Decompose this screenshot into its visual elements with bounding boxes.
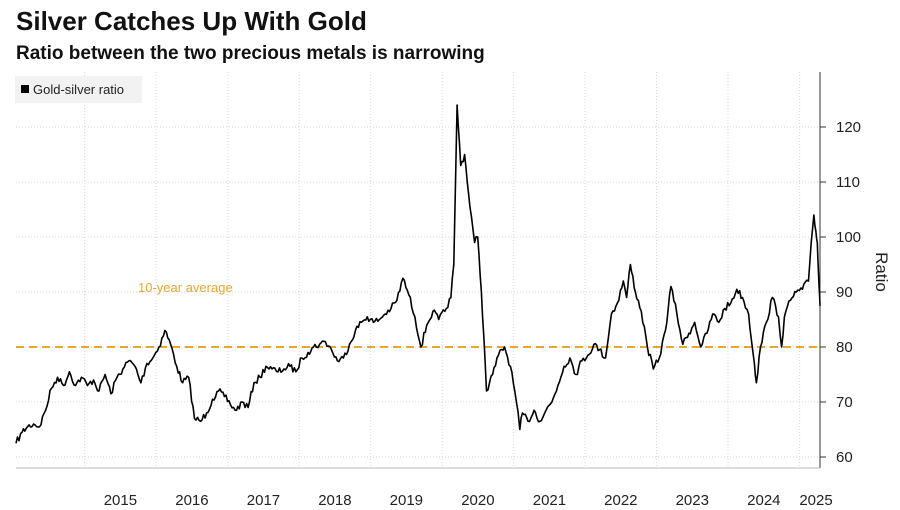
y-tick-label: 100 (836, 229, 861, 246)
legend-label: Gold-silver ratio (33, 82, 124, 97)
x-tick-label: 2025 (799, 492, 832, 509)
x-tick-label: 2019 (390, 492, 423, 509)
grid-lines (16, 72, 820, 468)
x-tick-label: 2021 (533, 492, 566, 509)
series-line-gold-silver-ratio (15, 104, 821, 444)
series-layer (15, 104, 821, 444)
x-tick-label: 2023 (676, 492, 709, 509)
x-tick-label: 2018 (318, 492, 351, 509)
x-tick-label: 2015 (104, 492, 137, 509)
y-axis: 60 70 80 90 100 110 120 (16, 72, 861, 469)
y-tick-label: 60 (836, 449, 853, 466)
legend: Gold-silver ratio (15, 76, 142, 103)
chart-subtitle: Ratio between the two precious metals is… (16, 43, 485, 64)
chart-title: Silver Catches Up With Gold (16, 6, 367, 36)
y-tick-label: 110 (836, 174, 860, 191)
y-tick-label: 90 (836, 284, 853, 301)
y-tick-label: 120 (836, 119, 861, 136)
y-axis-label: Ratio (872, 252, 891, 292)
x-tick-label: 2024 (747, 492, 780, 509)
x-tick-label: 2022 (604, 492, 637, 509)
reference-line-label: 10-year average (138, 280, 233, 295)
x-axis-ticks: 2015 2016 2017 2018 2019 2020 2021 2022 2023 2024… (104, 492, 833, 509)
x-tick-label: 2016 (175, 492, 208, 509)
legend-swatch (21, 85, 29, 93)
x-tick-label: 2020 (461, 492, 494, 509)
y-tick-label: 80 (836, 339, 853, 356)
y-tick-label: 70 (836, 394, 853, 411)
legend-box (15, 76, 142, 103)
x-tick-label: 2017 (247, 492, 280, 509)
